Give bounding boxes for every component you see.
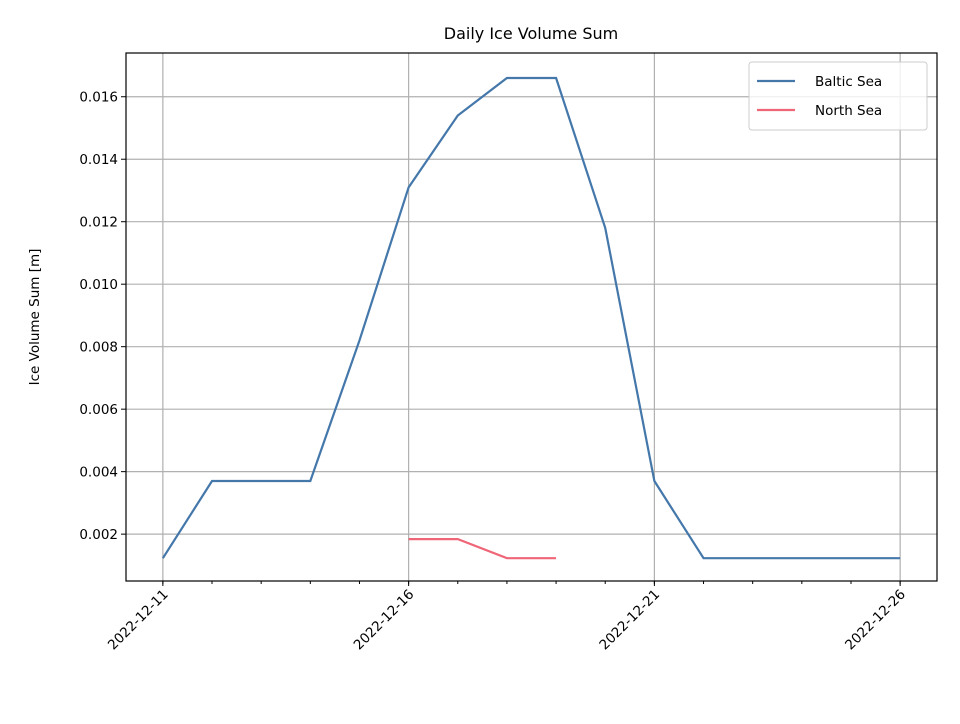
legend-label: North Sea (815, 103, 882, 119)
x-tick-label: 2022-12-21 (596, 587, 663, 654)
y-axis-label: Ice Volume Sum [m] (27, 249, 43, 386)
y-tick-label: 0.002 (79, 527, 118, 543)
y-tick-label: 0.006 (79, 402, 118, 418)
x-tick-label: 2022-12-26 (842, 587, 909, 654)
legend-box (748, 61, 928, 131)
y-tick-label: 0.016 (79, 90, 118, 106)
y-tick-label: 0.004 (79, 465, 118, 481)
legend-label: Baltic Sea (815, 74, 882, 90)
y-tick-label: 0.014 (79, 152, 118, 168)
axes: 0.002 0.004 0.006 0.008 0.010 0.012 0.014 0.016… (79, 90, 909, 654)
series-group (161, 76, 901, 560)
series-line-baltic-sea (161, 76, 901, 560)
x-tick-label: 2022-12-11 (105, 587, 172, 654)
y-tick-label: 0.008 (79, 340, 118, 356)
legend: Baltic Sea North Sea (748, 61, 928, 131)
chart-title: Daily Ice Volume Sum (444, 24, 619, 43)
series-line-north-sea (408, 538, 557, 560)
y-tick-label: 0.012 (79, 215, 118, 231)
y-tick-label: 0.010 (79, 277, 118, 293)
plot-frame (125, 52, 938, 582)
x-tick-label: 2022-12-16 (351, 587, 418, 654)
grid (126, 53, 937, 581)
